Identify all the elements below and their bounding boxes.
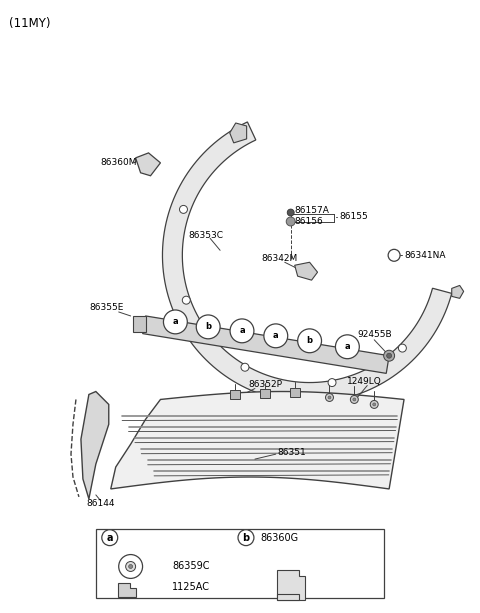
Text: 86360G: 86360G <box>260 533 298 543</box>
Polygon shape <box>277 595 299 600</box>
Circle shape <box>325 394 334 402</box>
Text: 1125AC: 1125AC <box>172 582 210 592</box>
Text: 86351: 86351 <box>278 447 307 457</box>
Polygon shape <box>230 389 240 400</box>
Polygon shape <box>118 584 136 597</box>
Circle shape <box>196 315 220 339</box>
Text: 86353C: 86353C <box>188 231 223 240</box>
Circle shape <box>373 403 376 406</box>
Circle shape <box>387 353 392 358</box>
Polygon shape <box>81 392 109 499</box>
Circle shape <box>336 335 360 359</box>
Circle shape <box>388 249 400 261</box>
Text: 86360M: 86360M <box>101 158 137 167</box>
Text: 86341NA: 86341NA <box>404 251 445 260</box>
Polygon shape <box>162 122 452 403</box>
Text: a: a <box>239 326 245 335</box>
Polygon shape <box>452 286 464 299</box>
Text: b: b <box>242 533 250 543</box>
Text: a: a <box>273 332 278 340</box>
Circle shape <box>350 395 358 403</box>
Polygon shape <box>143 316 389 373</box>
Circle shape <box>328 379 336 387</box>
Text: 86157A: 86157A <box>295 206 330 215</box>
Text: 86355E: 86355E <box>89 303 123 313</box>
Text: a: a <box>173 318 178 326</box>
Text: 86144: 86144 <box>86 500 114 508</box>
Circle shape <box>286 217 295 226</box>
Circle shape <box>126 562 136 571</box>
Circle shape <box>102 530 118 546</box>
Circle shape <box>182 296 190 304</box>
Circle shape <box>180 205 188 213</box>
Circle shape <box>164 310 187 334</box>
Polygon shape <box>295 262 318 280</box>
Polygon shape <box>290 387 300 397</box>
Text: (11MY): (11MY) <box>9 17 51 29</box>
Circle shape <box>298 329 322 352</box>
Polygon shape <box>136 153 160 176</box>
Circle shape <box>129 565 132 568</box>
Text: b: b <box>307 337 312 345</box>
Polygon shape <box>111 392 404 489</box>
Polygon shape <box>132 316 145 332</box>
Text: b: b <box>205 322 211 332</box>
Text: 92455B: 92455B <box>357 330 392 340</box>
Circle shape <box>241 364 249 371</box>
Circle shape <box>353 398 356 401</box>
Text: 86359C: 86359C <box>172 562 210 571</box>
Circle shape <box>287 209 294 216</box>
Text: a: a <box>345 342 350 351</box>
Text: 86156: 86156 <box>295 217 324 226</box>
Text: 86342M: 86342M <box>262 254 298 263</box>
Circle shape <box>119 555 143 579</box>
Text: 86155: 86155 <box>339 212 368 221</box>
Circle shape <box>238 530 254 546</box>
Text: 86352P: 86352P <box>248 380 282 389</box>
Polygon shape <box>277 571 305 600</box>
Polygon shape <box>260 389 270 398</box>
Circle shape <box>398 344 407 352</box>
Circle shape <box>384 350 395 361</box>
Text: 1249LQ: 1249LQ <box>348 377 382 386</box>
Circle shape <box>230 319 254 343</box>
Circle shape <box>328 396 331 399</box>
Text: a: a <box>107 533 113 543</box>
Polygon shape <box>230 123 247 143</box>
Polygon shape <box>96 528 384 598</box>
Circle shape <box>264 324 288 348</box>
Circle shape <box>370 400 378 408</box>
